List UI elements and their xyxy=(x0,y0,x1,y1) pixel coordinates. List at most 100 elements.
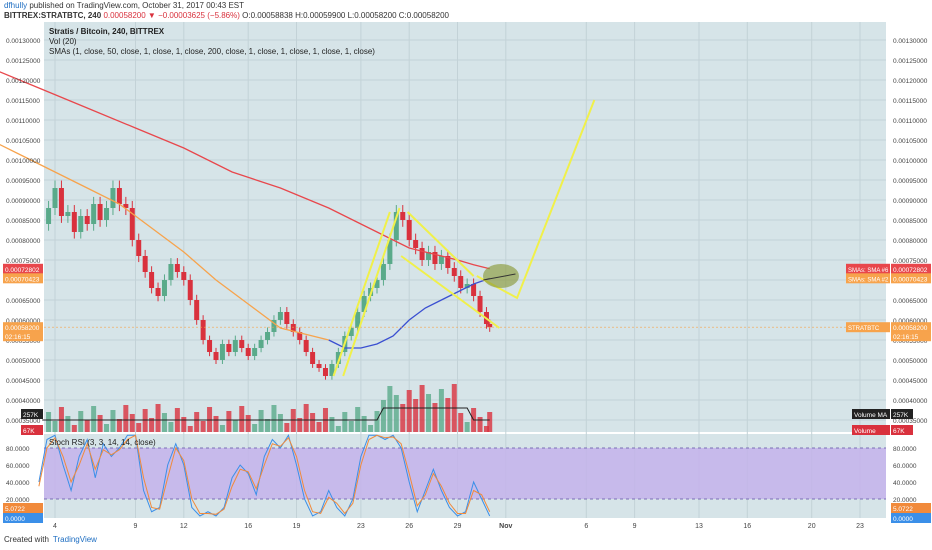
volume-bar xyxy=(361,416,367,432)
volume-bar xyxy=(65,416,71,432)
candle-body xyxy=(348,328,354,336)
volume-bar xyxy=(303,404,309,432)
y-tick-label-right: 0.00055000 xyxy=(893,338,928,345)
x-tick-label: 29 xyxy=(454,523,462,530)
flag-upper-line xyxy=(406,211,475,277)
candle-body xyxy=(297,332,303,340)
volume-bar xyxy=(297,418,303,432)
candle-body xyxy=(393,212,399,240)
tradingview-brand[interactable]: TradingView xyxy=(52,535,97,544)
volume-bar xyxy=(348,421,354,432)
candle-body xyxy=(129,208,135,240)
sma-legend: SMAs (1, close, 50, close, 1, close, 1, … xyxy=(49,47,375,56)
volume-bar xyxy=(329,417,335,432)
volume-bar xyxy=(438,389,444,432)
y-tick-label-right: 0.00110000 xyxy=(893,118,927,125)
stoch-tick-right: 20.0000 xyxy=(893,497,917,504)
y-tick-label-left: 0.00100000 xyxy=(6,158,41,165)
candle-body xyxy=(71,212,77,232)
candle-body xyxy=(265,332,271,340)
y-tick-label-left: 0.00065000 xyxy=(6,298,41,305)
ellipse-stroke xyxy=(483,273,516,281)
volume-bar xyxy=(226,411,232,432)
volume-bar xyxy=(200,421,206,432)
x-tick-label: 20 xyxy=(808,523,816,530)
candle-body xyxy=(187,280,193,300)
candle-body xyxy=(213,352,219,360)
volume-bar xyxy=(97,415,103,432)
volume-bar xyxy=(155,404,161,432)
volume-bar xyxy=(136,423,142,432)
price-tag-left xyxy=(3,263,43,274)
candle-body xyxy=(290,324,296,332)
volume-tag-right-text: 67K xyxy=(893,428,905,435)
y-tick-label-right: 0.00130000 xyxy=(893,38,928,45)
price-tag-left xyxy=(3,273,43,284)
volume-bar xyxy=(464,422,470,432)
x-tick-label: 19 xyxy=(293,523,301,530)
volume-bar xyxy=(245,415,251,432)
stoch-value-tag-left xyxy=(3,503,43,513)
price-tag-right-text: 0.00058200 xyxy=(893,325,928,332)
stoch-legend: Stoch RSI (3, 3, 14, 14, close) xyxy=(49,438,156,447)
volume-bar xyxy=(239,406,245,432)
volume-bar xyxy=(116,419,122,432)
candle-body xyxy=(232,340,238,352)
price-tag-left xyxy=(3,331,43,342)
candle-body xyxy=(374,280,380,288)
price-tag-right-text: 0.00070423 xyxy=(893,276,928,283)
candle-body xyxy=(277,312,283,320)
volume-bar xyxy=(271,405,277,432)
x-tick-label: Nov xyxy=(499,523,512,530)
candle-body xyxy=(97,204,103,220)
price-tag-left-text: 02:16:15 xyxy=(5,334,31,341)
author-name[interactable]: dfhully xyxy=(4,1,28,10)
candle-body xyxy=(219,344,225,360)
y-tick-label-left: 0.00125000 xyxy=(6,58,41,65)
volume-name-tag xyxy=(852,425,890,435)
y-tick-label-left: 0.00040000 xyxy=(6,398,41,405)
stoch-value-text-left: 5.0722 xyxy=(5,506,25,513)
candle-body xyxy=(207,340,213,352)
candle-body xyxy=(387,240,393,264)
candle-body xyxy=(361,296,367,312)
candle-body xyxy=(252,348,258,356)
volume-bar xyxy=(187,426,193,432)
chart-header: dfhully published on TradingView.com, Oc… xyxy=(0,0,932,22)
trendline-impulse-1 xyxy=(332,211,391,377)
price-tag-left-text: 0.00072802 xyxy=(5,267,40,274)
candle-body xyxy=(464,284,470,288)
candle-body xyxy=(458,276,464,288)
y-tick-label-left: 0.00110000 xyxy=(6,118,40,125)
price-chart[interactable]: 0.00035000 0.00035000 0.00040000 0.00040000… xyxy=(0,22,932,533)
y-tick-label-left: 0.00095000 xyxy=(6,178,41,185)
sma-blue-line xyxy=(328,277,490,349)
candle-body xyxy=(226,344,232,352)
candle-body xyxy=(477,296,483,312)
volume-bar xyxy=(181,417,187,432)
volume-bar xyxy=(426,394,432,432)
candle-body xyxy=(329,364,335,376)
volume-tag-left-text: 67K xyxy=(23,428,35,435)
y-tick-label-left: 0.00080000 xyxy=(6,238,41,245)
volume-name-text: Volume xyxy=(854,428,876,435)
volume-bar xyxy=(252,424,258,432)
x-tick-label: 4 xyxy=(53,523,57,530)
candle-body xyxy=(194,300,200,320)
volume-bar xyxy=(380,400,386,432)
volume-bar xyxy=(71,425,77,432)
x-tick-label: 9 xyxy=(134,523,138,530)
volume-bar xyxy=(161,413,167,432)
volume-tag-right xyxy=(891,425,913,435)
breakout-ellipse xyxy=(482,264,519,288)
volume-tag-right xyxy=(891,409,913,419)
ohlc-values: O:0.00058838 H:0.00059900 L:0.00058200 C… xyxy=(242,11,450,20)
volume-bar xyxy=(487,412,493,432)
candle-body xyxy=(65,212,71,216)
sma200-line xyxy=(0,71,490,270)
y-tick-label-left: 0.00055000 xyxy=(6,338,41,345)
candle-body xyxy=(413,240,419,248)
volume-bar xyxy=(368,425,374,432)
stoch-d-line xyxy=(38,434,491,515)
candle-body xyxy=(303,340,309,352)
